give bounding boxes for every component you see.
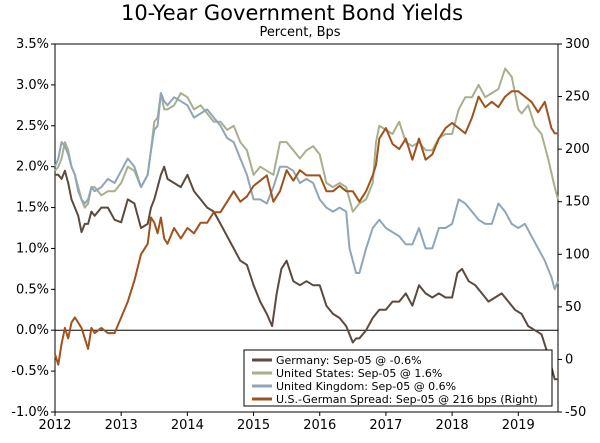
- legend: Germany: Sep-05 @ -0.6%United States: Se…: [243, 349, 553, 407]
- left-tick-label: 2.0%: [16, 160, 49, 175]
- plot-frame: [54, 43, 559, 413]
- right-tick-label: 300: [565, 37, 590, 52]
- left-tick-label: 3.5%: [16, 37, 49, 52]
- x-tick-label: 2015: [237, 418, 270, 433]
- right-tick-label: 150: [565, 195, 590, 210]
- series-layer: [54, 67, 559, 381]
- x-tick-label: 2013: [105, 418, 138, 433]
- series-line-germany: [55, 165, 558, 381]
- left-tick-label: 3.0%: [16, 78, 49, 93]
- x-tick-label: 2012: [38, 418, 71, 433]
- legend-label-germany: Germany: Sep-05 @ -0.6%: [276, 354, 422, 367]
- right-tick-label: 100: [565, 247, 590, 262]
- left-tick-label: 2.5%: [16, 119, 49, 134]
- x-tick-label: 2018: [436, 418, 469, 433]
- left-tick-label: -1.0%: [11, 405, 49, 420]
- right-tick-label: 50: [565, 300, 582, 315]
- x-tick-label: 2019: [502, 418, 535, 433]
- legend-label-united-states: United States: Sep-05 @ 1.6%: [276, 367, 442, 380]
- right-tick-label: 200: [565, 142, 590, 157]
- series-line-u-s-german-spread: [54, 90, 558, 366]
- left-tick-label: 0.0%: [16, 323, 49, 338]
- series-line-united-kingdom: [54, 92, 559, 291]
- left-tick-label: 0.5%: [16, 282, 49, 297]
- right-tick-label: 250: [565, 90, 590, 105]
- x-tick-label: 2016: [303, 418, 336, 433]
- chart-title: 10-Year Government Bond Yields: [121, 1, 463, 25]
- left-tick-label: 1.5%: [16, 201, 49, 216]
- axes: -1.0% -0.5% 0.0% 0.5% 1.0% 1.5% 2.0% 2.5% 3.0% 3.…: [11, 37, 590, 433]
- left-tick-label: 1.0%: [16, 241, 49, 256]
- legend-label-u-s-german-spread: U.S.-German Spread: Sep-05 @ 216 bps (Ri…: [276, 393, 538, 406]
- x-tick-label: 2014: [171, 418, 204, 433]
- right-tick-label: -50: [565, 405, 586, 420]
- left-tick-label: -0.5%: [11, 364, 49, 379]
- legend-box: [243, 349, 553, 407]
- right-tick-label: 0: [565, 352, 573, 367]
- legend-label-united-kingdom: United Kingdom: Sep-05 @ 0.6%: [276, 380, 456, 393]
- x-tick-label: 2017: [369, 418, 402, 433]
- series-line-united-states: [54, 67, 559, 213]
- chart-subtitle: Percent, Bps: [259, 25, 340, 40]
